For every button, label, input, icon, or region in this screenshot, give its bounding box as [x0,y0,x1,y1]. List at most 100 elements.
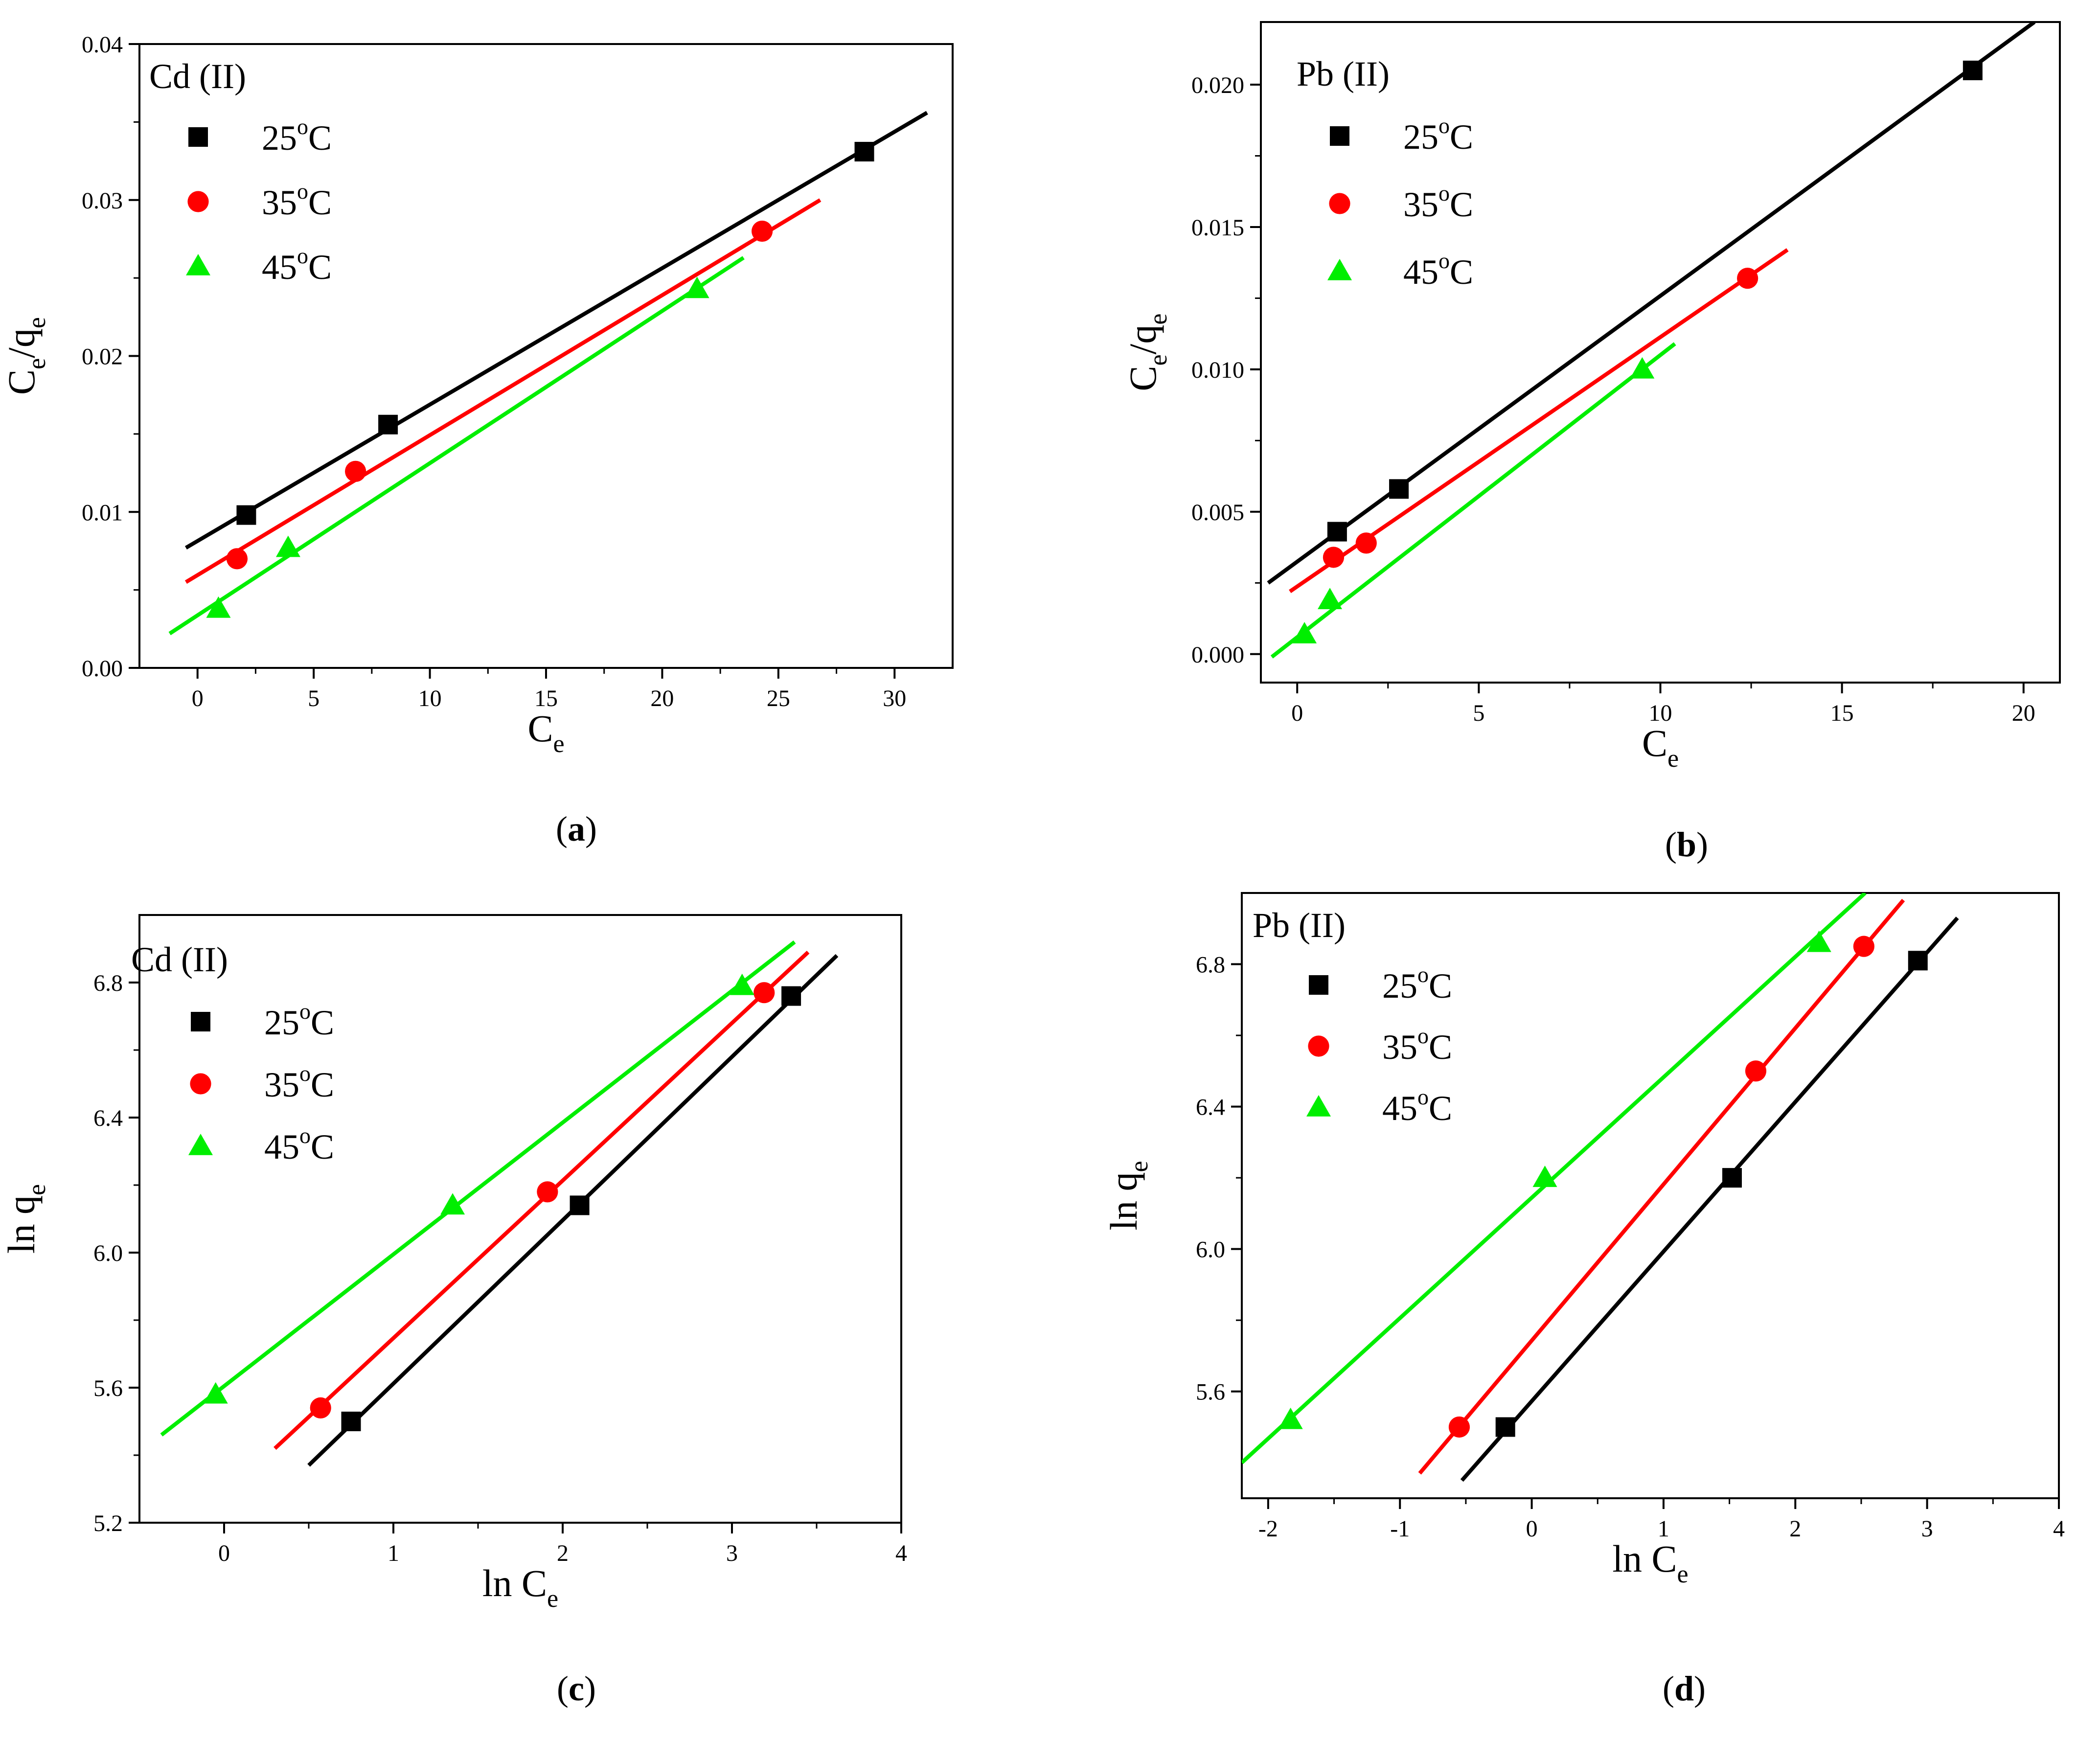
legend-label: 35oC [1403,181,1473,224]
legend-marker-25C [1309,975,1328,995]
y-tick-label: 0.02 [82,344,123,370]
y-tick-label: 0.000 [1191,642,1244,668]
legend-marker-25C [1330,126,1349,146]
fit-line-35C [184,198,822,584]
legend-marker-25C [188,127,208,147]
plot-frame [1260,21,2061,684]
data-point-25C [341,1412,361,1431]
panel-title: Cd (II) [149,57,246,96]
y-tick-label: 0.010 [1191,357,1244,383]
legend-marker-45C [188,1134,213,1155]
y-tick-label: 6.8 [1196,952,1225,978]
data-point-25C [781,986,801,1006]
y-tick-label: 5.2 [93,1510,123,1536]
chart-a: 0 5 10 15 20 25 30 0.00 0.01 0.02 0.03 0.04 Ce Ce/qe C… [0,32,954,848]
panel-caption: (c) [557,1669,596,1708]
x-tick-label: 4 [895,1540,907,1566]
data-point-45C [1806,930,1831,952]
fit-line-45C [160,940,796,1437]
x-axis-label: ln Ce [1612,1537,1688,1588]
y-axis-label: ln qe [1102,1161,1153,1230]
legend-label: 45oC [1382,1084,1452,1128]
y-axis-label: Ce/qe [0,317,51,395]
panel-caption: (d) [1663,1669,1706,1708]
y-tick-label: 5.6 [1196,1379,1225,1405]
legend: 25oC 35oC 45oC [1306,962,1452,1128]
x-tick-label: 2 [557,1540,569,1566]
legend-marker-25C [191,1012,210,1031]
data-point-45C [206,596,231,618]
chart-d: -2 -1 0 1 2 3 4 5.6 6.0 6.4 6.8 ln Ce ln qe Pb (II) 25… [1102,892,2065,1708]
data-point-35C [752,220,773,242]
x-tick-label: 5 [1473,700,1484,726]
data-point-45C [1292,622,1317,643]
x-tick-label: 30 [883,686,906,711]
legend-label: 45oC [264,1123,334,1166]
data-point-35C [1737,268,1758,289]
data-point-35C [1745,1060,1767,1082]
data-point-35C [753,982,775,1004]
data-point-35C [1355,532,1377,554]
data-point-45C [275,535,300,557]
y-tick-label: 5.6 [93,1375,123,1401]
data-point-25C [1495,1417,1515,1437]
data-point-45C [1318,588,1343,609]
data-point-45C [1532,1166,1557,1187]
x-tick-label: 1 [1658,1516,1669,1542]
legend-marker-35C [190,1073,211,1095]
plot-frame [138,914,902,1524]
data-point-35C [345,460,366,482]
y-tick-label: 0.04 [82,32,123,58]
x-tick-label: 15 [534,686,558,711]
fit-line-25C [1267,22,2036,585]
plot-frame [1241,892,2060,1499]
panel-title: Pb (II) [1253,906,1346,945]
chart-b: 0 5 10 15 20 0.000 0.005 0.010 0.015 0.020 Ce Ce/qe… [1121,21,2061,864]
x-tick-label: 3 [726,1540,738,1566]
x-tick-label: 20 [2012,700,2035,726]
panel-caption: (a) [556,809,597,848]
y-tick-label: 6.4 [93,1105,123,1131]
data-point-35C [1323,547,1345,568]
chart-c: 0 1 2 3 4 5.2 5.6 6.0 6.4 6.8 ln Ce ln qe Cd (II) 25o… [0,914,907,1708]
legend-label: 35oC [1382,1023,1452,1067]
fit-line-35C [1289,248,1789,594]
fit-line-35C [1418,898,1905,1475]
y-tick-label: 6.0 [93,1240,123,1266]
x-tick-label: 0 [1526,1516,1538,1542]
legend-label: 25oC [1382,962,1452,1006]
legend-label: 25oC [262,114,332,158]
data-point-35C [1448,1416,1470,1438]
x-tick-label: 25 [767,686,790,711]
x-axis-label: ln Ce [482,1562,558,1613]
legend-label: 45oC [1403,248,1473,292]
x-tick-label: 10 [418,686,442,711]
legend-marker-35C [1329,193,1350,214]
legend-marker-45C [186,254,210,275]
data-point-35C [537,1181,558,1203]
y-tick-label: 6.4 [1196,1095,1225,1121]
legend-marker-35C [187,191,209,212]
data-point-45C [685,276,709,298]
y-tick-label: 6.0 [1196,1237,1225,1263]
legend: 25oC 35oC 45oC [188,999,334,1166]
x-tick-label: 10 [1649,700,1672,726]
legend: 25oC 35oC 45oC [1327,113,1473,292]
legend-label: 45oC [262,243,332,287]
y-tick-label: 0.015 [1191,215,1244,241]
data-point-35C [310,1397,331,1418]
legend-label: 35oC [264,1061,334,1104]
x-tick-label: -1 [1390,1516,1410,1542]
data-point-25C [378,414,398,434]
x-tick-label: 4 [2053,1516,2065,1542]
legend-marker-45C [1306,1095,1331,1117]
y-tick-label: 6.8 [93,970,123,996]
fit-line-25C [184,111,928,550]
panel-caption: (b) [1665,825,1708,864]
x-tick-label: 1 [388,1540,399,1566]
legend-label: 25oC [1403,113,1473,157]
data-point-25C [236,505,256,525]
x-tick-label: 0 [192,686,204,711]
data-point-25C [854,141,874,161]
